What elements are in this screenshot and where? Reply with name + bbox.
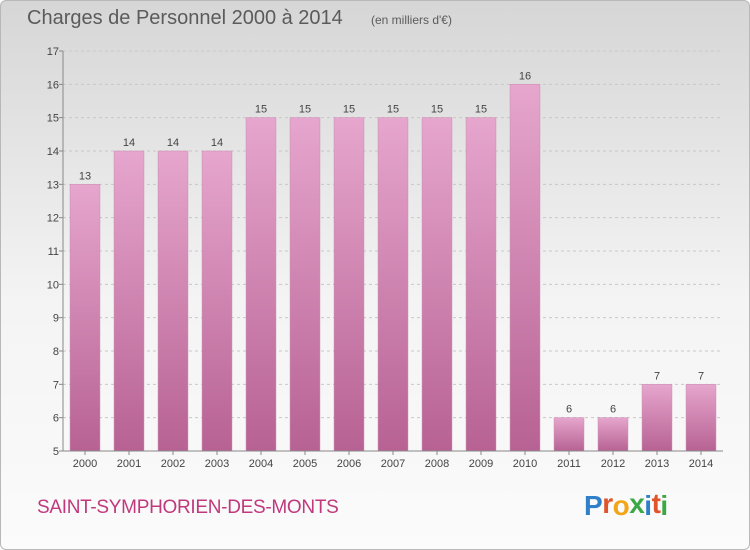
chart-title: Charges de Personnel 2000 à 2014: [27, 7, 343, 29]
bar-2011: [553, 417, 585, 452]
data-label-2007: 15: [387, 104, 399, 116]
y-tick-label: 5: [53, 446, 59, 458]
bar-2008: [421, 117, 453, 452]
labels: 5 6 7 8 9 10 11 12 13 14 15 16 17 13 2000 14 2001 14 2002 1…: [47, 46, 713, 470]
bar-2007: [377, 117, 409, 452]
x-tick-label-2013: 2013: [645, 458, 669, 470]
x-tick-label-2012: 2012: [601, 458, 625, 470]
y-tick-label: 17: [47, 46, 59, 58]
y-tick-label: 16: [47, 79, 59, 91]
x-tick-label-2010: 2010: [513, 458, 537, 470]
data-label-2011: 6: [566, 404, 572, 416]
data-label-2005: 15: [299, 104, 311, 116]
x-tick-label-2011: 2011: [557, 458, 581, 470]
data-label-2009: 15: [475, 104, 487, 116]
y-tick-label: 9: [53, 313, 59, 325]
bar-2001: [113, 150, 145, 452]
bar-2013: [641, 384, 673, 452]
logo-letter: r: [602, 488, 613, 519]
data-label-2013: 7: [654, 370, 660, 382]
data-label-2002: 14: [167, 137, 179, 149]
y-tick-label: 8: [53, 346, 59, 358]
x-tick-label-2003: 2003: [205, 458, 229, 470]
x-tick-label-2009: 2009: [469, 458, 493, 470]
bar-2014: [685, 384, 717, 452]
bar-2000: [69, 184, 101, 452]
bar-2003: [201, 150, 233, 452]
bar-2012: [597, 417, 629, 452]
logo-letter: x: [629, 488, 645, 519]
chart-subtitle: (en milliers d'€): [371, 13, 452, 27]
x-tick-label-2007: 2007: [381, 458, 405, 470]
logo-letter: i: [644, 490, 652, 521]
logo-letter: o: [612, 490, 630, 521]
x-tick-label-2014: 2014: [689, 458, 713, 470]
y-tick-label: 12: [47, 213, 59, 225]
data-label-2000: 13: [79, 170, 91, 182]
x-tick-label-2004: 2004: [249, 458, 273, 470]
data-label-2004: 15: [255, 104, 267, 116]
data-label-2006: 15: [343, 104, 355, 116]
y-tick-label: 6: [53, 413, 59, 425]
y-tick-label: 11: [48, 246, 59, 258]
x-tick-label-2006: 2006: [337, 458, 361, 470]
y-tick-label: 14: [47, 146, 59, 158]
bars: [69, 84, 717, 452]
data-label-2003: 14: [211, 137, 223, 149]
y-tick-label: 10: [47, 279, 59, 291]
bar-2009: [465, 117, 497, 452]
y-tick-label: 15: [47, 113, 59, 125]
data-label-2001: 14: [123, 137, 135, 149]
axes: [59, 50, 723, 455]
data-label-2012: 6: [610, 404, 616, 416]
data-label-2010: 16: [519, 70, 531, 82]
y-tick-label: 7: [53, 379, 59, 391]
y-tick-label: 13: [47, 179, 59, 191]
logo-letter: i: [660, 490, 668, 521]
x-tick-label-2005: 2005: [293, 458, 317, 470]
logo-letter: P: [584, 490, 603, 521]
commune-name: SAINT-SYMPHORIEN-DES-MONTS: [37, 497, 339, 518]
logo-letter: t: [651, 488, 661, 519]
x-tick-label-2001: 2001: [117, 458, 141, 470]
bar-2005: [289, 117, 321, 452]
bar-2004: [245, 117, 277, 452]
bar-2006: [333, 117, 365, 452]
x-tick-label-2002: 2002: [161, 458, 185, 470]
data-label-2008: 15: [431, 104, 443, 116]
x-tick-label-2008: 2008: [425, 458, 449, 470]
proxiti-logo: Proxiti: [584, 488, 668, 522]
bar-2010: [509, 84, 541, 452]
bar-2002: [157, 150, 189, 452]
x-tick-label-2000: 2000: [73, 458, 97, 470]
data-label-2014: 7: [698, 370, 704, 382]
